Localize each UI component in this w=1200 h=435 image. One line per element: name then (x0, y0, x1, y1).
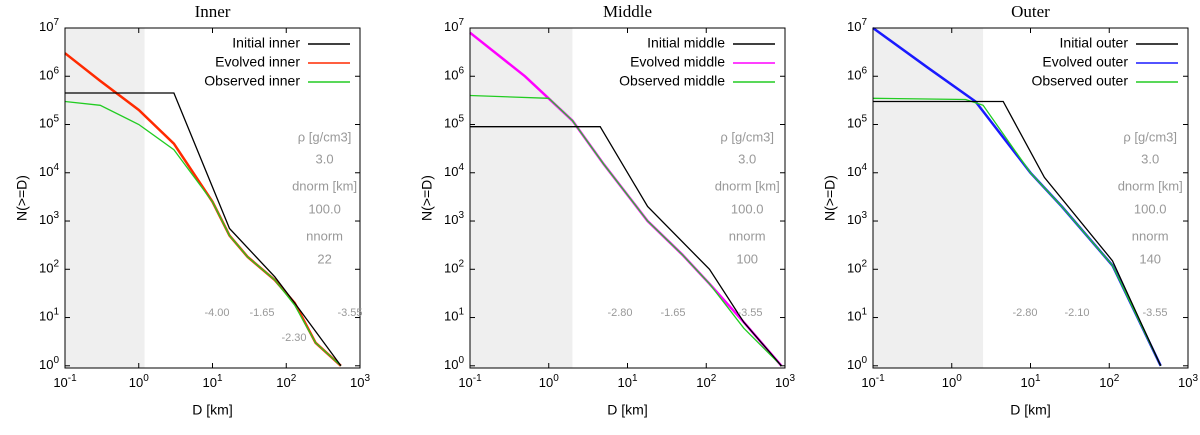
slope-label: -2.10 (1064, 307, 1089, 319)
y-tick-label: 100 (847, 354, 867, 372)
slope-label: -2.30 (281, 332, 306, 344)
x-tick-label: 10-1 (458, 373, 482, 391)
parameter-label: 100 (736, 251, 758, 266)
y-tick-label: 103 (39, 210, 59, 228)
series-line (873, 100, 1162, 367)
y-tick-label: 107 (847, 17, 867, 35)
parameter-label: 100.0 (1134, 201, 1167, 216)
y-tick-label: 104 (444, 161, 464, 179)
legend-label: Initial inner (232, 35, 300, 51)
legend-label: Evolved inner (215, 54, 300, 70)
series-line (469, 94, 782, 367)
y-tick-label: 101 (39, 306, 59, 324)
legend-label: Observed middle (619, 73, 725, 89)
y-tick-label: 106 (444, 65, 464, 83)
parameter-label: nnorm (1132, 228, 1169, 243)
y-tick-label: 100 (39, 354, 59, 372)
parameter-label: 22 (317, 251, 331, 266)
y-tick-label: 106 (847, 65, 867, 83)
slope-label: -3.55 (337, 307, 362, 319)
series-line (64, 100, 342, 367)
x-tick-label: 102 (276, 373, 296, 391)
legend-label: Evolved outer (1042, 54, 1128, 70)
y-tick-label: 105 (847, 113, 867, 131)
chart-title: Middle (603, 2, 652, 21)
shaded-region (873, 28, 984, 368)
parameter-label: 3.0 (316, 151, 334, 166)
chart-title: Inner (195, 2, 231, 21)
parameter-label: nnorm (729, 228, 766, 243)
series-line (65, 92, 342, 367)
x-tick-label: 102 (696, 373, 716, 391)
y-tick-label: 103 (444, 210, 464, 228)
parameter-label: ρ [g/cm3] (1123, 129, 1177, 144)
y-tick-label: 101 (847, 306, 867, 324)
shaded-region (65, 28, 145, 368)
x-axis-label: D [km] (1010, 402, 1050, 418)
x-tick-label: 103 (775, 373, 795, 391)
y-axis-label: N(>=D) (822, 175, 838, 221)
series-line (470, 126, 782, 367)
x-tick-label: 100 (129, 373, 149, 391)
legend-label: Observed outer (1032, 73, 1129, 89)
parameter-label: 100.0 (731, 201, 764, 216)
slope-label: -2.80 (1012, 307, 1037, 319)
x-tick-label: 101 (617, 373, 637, 391)
x-tick-label: 100 (539, 373, 559, 391)
slope-label: -2.80 (607, 307, 632, 319)
shaded-region (470, 28, 573, 368)
y-tick-label: 102 (444, 258, 464, 276)
x-axis-label: D [km] (192, 402, 232, 418)
x-tick-label: 10-1 (53, 373, 77, 391)
y-tick-label: 107 (444, 17, 464, 35)
legend-label: Observed inner (204, 73, 300, 89)
parameter-label: nnorm (306, 228, 343, 243)
slope-label: -1.65 (249, 307, 274, 319)
x-tick-label: 10-1 (861, 373, 885, 391)
slope-label: -3.55 (737, 307, 762, 319)
y-tick-label: 100 (444, 354, 464, 372)
legend-label: Initial outer (1060, 35, 1129, 51)
y-tick-label: 101 (444, 306, 464, 324)
parameter-label: dnorm [km] (1118, 178, 1183, 193)
slope-label: -3.55 (1142, 307, 1167, 319)
x-tick-label: 103 (1178, 373, 1198, 391)
parameter-label: 140 (1139, 251, 1161, 266)
x-tick-label: 102 (1099, 373, 1119, 391)
y-tick-label: 107 (39, 17, 59, 35)
parameter-label: 100.0 (308, 201, 341, 216)
y-tick-label: 104 (847, 161, 867, 179)
y-tick-label: 104 (39, 161, 59, 179)
y-tick-label: 102 (847, 258, 867, 276)
parameter-label: dnorm [km] (292, 178, 357, 193)
parameter-label: 3.0 (738, 151, 756, 166)
parameter-label: 3.0 (1141, 151, 1159, 166)
y-tick-label: 105 (444, 113, 464, 131)
series-line (872, 97, 1162, 367)
legend-label: Evolved middle (630, 54, 725, 70)
legend-label: Initial middle (647, 35, 725, 51)
x-axis-label: D [km] (607, 402, 647, 418)
slope-label: -4.00 (204, 307, 229, 319)
y-tick-label: 106 (39, 65, 59, 83)
x-tick-label: 100 (942, 373, 962, 391)
y-axis-label: N(>=D) (419, 175, 435, 221)
x-tick-label: 101 (202, 373, 222, 391)
x-tick-label: 103 (350, 373, 370, 391)
y-axis-label: N(>=D) (14, 175, 30, 221)
y-tick-label: 105 (39, 113, 59, 131)
slope-label: -1.65 (660, 307, 685, 319)
parameter-label: ρ [g/cm3] (720, 129, 774, 144)
chart-title: Outer (1011, 2, 1050, 21)
x-tick-label: 101 (1020, 373, 1040, 391)
parameter-label: dnorm [km] (715, 178, 780, 193)
y-tick-label: 103 (847, 210, 867, 228)
parameter-label: ρ [g/cm3] (298, 129, 352, 144)
y-tick-label: 102 (39, 258, 59, 276)
